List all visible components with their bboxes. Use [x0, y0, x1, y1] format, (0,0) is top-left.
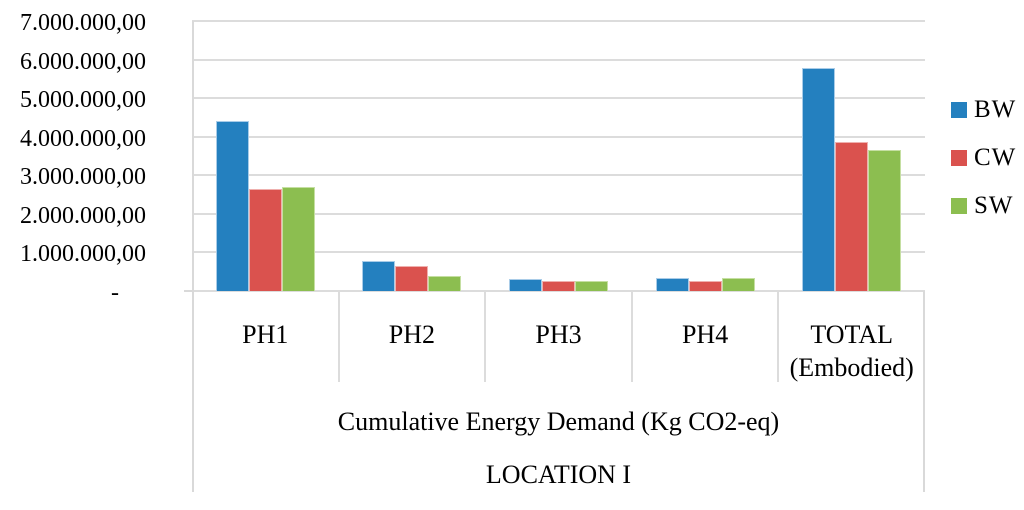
gridline: [192, 135, 925, 138]
bar-sw-ph2: [428, 275, 462, 291]
category-label-total-embodied-: TOTAL (Embodied): [789, 320, 914, 382]
legend-item-sw: SW: [951, 191, 1014, 221]
gridline: [192, 251, 925, 254]
y-tick-label: 7.000.000,00: [20, 10, 146, 36]
legend-swatch-cw: [951, 150, 967, 166]
y-tick-label: -: [111, 280, 119, 306]
legend-swatch-sw: [951, 198, 967, 214]
x-axis-title-line2: LOCATION I: [485, 460, 632, 489]
bar-cw-ph3: [542, 281, 575, 291]
legend-label-cw: CW: [974, 144, 1017, 171]
gridline: [192, 20, 925, 22]
bar-bw-total-embodied-: [802, 67, 836, 291]
bar-bw-ph1: [215, 120, 249, 291]
y-tick-label: 2.000.000,00: [20, 202, 146, 229]
y-tick-label: 6.000.000,00: [20, 48, 146, 75]
category-separator: [484, 291, 487, 382]
x-axis-title-line1: Cumulative Energy Demand (Kg CO2-eq): [337, 407, 780, 436]
y-axis-line: [192, 21, 194, 492]
category-separator: [777, 291, 780, 382]
bar-bw-ph4: [655, 278, 689, 291]
gridline: [192, 174, 925, 177]
category-label-ph2: PH2: [388, 320, 436, 349]
bar-sw-total-embodied-: [868, 149, 902, 291]
y-axis-tick: [184, 290, 192, 292]
bar-cw-total-embodied-: [835, 141, 869, 291]
bar-bw-ph3: [509, 278, 542, 291]
bar-sw-ph4: [721, 277, 755, 291]
y-tick-label: 1.000.000,00: [20, 241, 146, 268]
legend-item-cw: CW: [951, 143, 1016, 173]
category-label-ph4: PH4: [681, 320, 729, 349]
bar-cw-ph4: [688, 280, 722, 291]
legend-item-bw: BW: [951, 95, 1016, 125]
category-separator: [337, 291, 340, 382]
legend-label-bw: BW: [974, 96, 1017, 123]
bar-cw-ph1: [248, 188, 282, 291]
category-label-ph1: PH1: [242, 320, 289, 349]
gridline: [192, 58, 925, 61]
gridline: [192, 97, 925, 100]
legend-label-sw: SW: [974, 192, 1014, 219]
y-tick-label: 5.000.000,00: [20, 87, 146, 114]
bar-bw-ph2: [362, 260, 396, 291]
bar-sw-ph3: [575, 280, 608, 291]
y-tick-label: 3.000.000,00: [20, 164, 146, 191]
category-separator: [630, 291, 633, 382]
label-area-right-border: [923, 291, 925, 492]
category-label-ph3: PH3: [535, 320, 582, 349]
y-tick-label: 4.000.000,00: [20, 125, 146, 152]
legend-swatch-bw: [951, 102, 967, 118]
bar-cw-ph2: [395, 265, 429, 291]
bar-sw-ph1: [281, 187, 315, 291]
gridline: [192, 212, 925, 215]
gridline: [192, 290, 925, 292]
